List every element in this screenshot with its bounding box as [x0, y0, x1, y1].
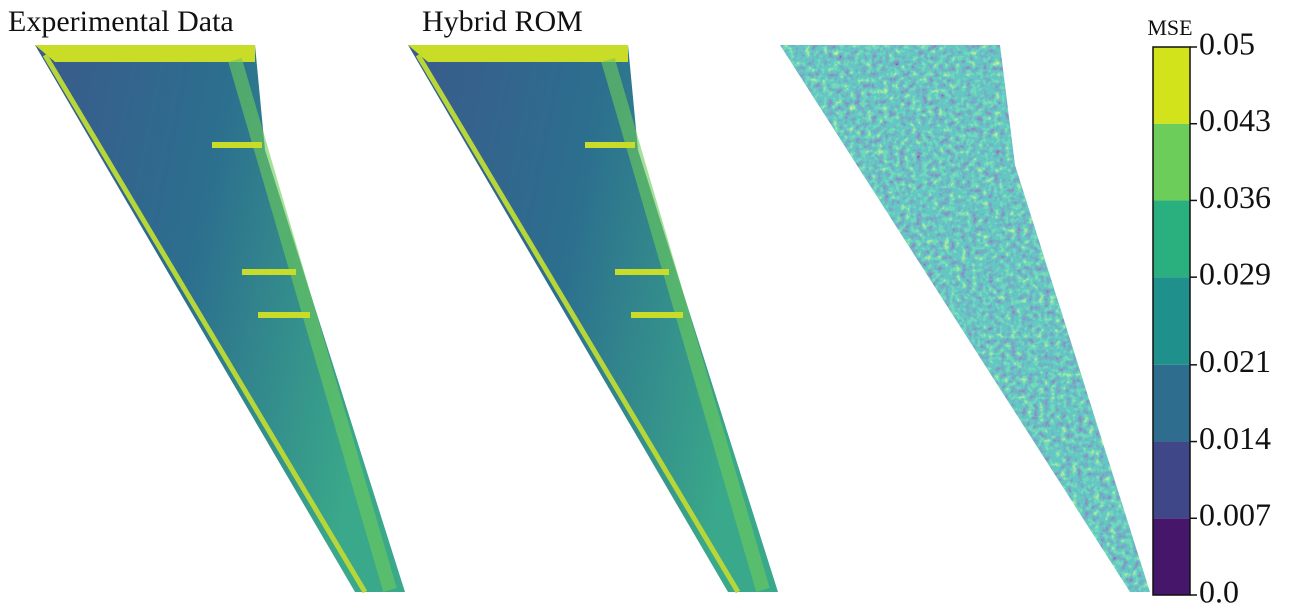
tick-label: 0.0	[1199, 573, 1239, 609]
panel-title: Hybrid ROM	[422, 5, 583, 38]
tick-label: 0.043	[1199, 102, 1271, 138]
colorbar-bin	[1153, 518, 1190, 595]
figure: Experimental Data Hybrid ROM MSE 0.0 0.00…	[0, 0, 1291, 613]
colorbar-bin	[1153, 124, 1190, 201]
panel-title: Experimental Data	[8, 5, 234, 38]
wing-edge	[408, 45, 628, 62]
tick-label: 0.021	[1199, 343, 1271, 379]
colorbar-bin	[1153, 47, 1190, 124]
tick-label: 0.014	[1199, 420, 1271, 456]
wing-edge	[35, 45, 255, 62]
panel-error	[775, 40, 1155, 600]
tick-label: 0.05	[1199, 25, 1255, 61]
error-field	[775, 40, 1155, 600]
colorbar-label: MSE	[1147, 15, 1192, 40]
colorbar-bin	[1153, 365, 1190, 442]
colorbar-bin	[1153, 442, 1190, 519]
colorbar: 0.0 0.007 0.014 0.021 0.029 0.036 0.043 0.05	[1153, 25, 1271, 609]
tick-label: 0.036	[1199, 179, 1271, 215]
tick-label: 0.029	[1199, 256, 1271, 292]
panel-experimental	[35, 45, 405, 592]
colorbar-bin	[1153, 200, 1190, 277]
panel-rom	[408, 45, 778, 592]
colorbar-bin	[1153, 277, 1190, 365]
page: Experimental Data Hybrid ROM MSE 0.0 0.00…	[0, 0, 1291, 613]
tick-label: 0.007	[1199, 497, 1271, 533]
